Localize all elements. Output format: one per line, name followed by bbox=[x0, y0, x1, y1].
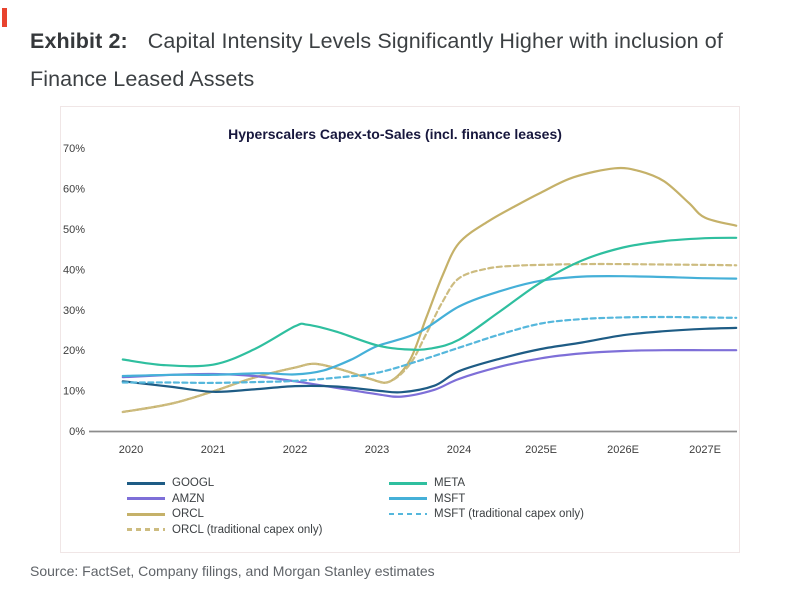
legend-line-swatch bbox=[127, 512, 165, 516]
exhibit-heading: Exhibit 2: Capital Intensity Levels Signi… bbox=[30, 22, 740, 98]
y-axis-tick-label: 50% bbox=[63, 224, 85, 236]
y-axis-tick-label: 0% bbox=[69, 426, 85, 438]
legend-item-amzn: AMZN bbox=[127, 493, 322, 505]
legend-label: AMZN bbox=[172, 492, 205, 505]
series-line-msft-dashed bbox=[121, 315, 738, 385]
legend-label: GOOGL bbox=[172, 477, 215, 489]
chart-card: Hyperscalers Capex-to-Sales (incl. finan… bbox=[60, 106, 740, 553]
legend-item-googl: GOOGL bbox=[127, 477, 322, 489]
x-axis-tick-label: 2021 bbox=[201, 444, 225, 456]
legend-label: ORCL (traditional capex only) bbox=[172, 523, 323, 536]
exhibit-title-text: Capital Intensity Levels Significantly H… bbox=[30, 29, 723, 91]
legend-label: MSFT bbox=[434, 492, 466, 505]
red-margin-tick bbox=[2, 8, 7, 27]
x-axis-tick-label: 2022 bbox=[283, 444, 307, 456]
legend-item-msft-dashed: MSFT (traditional capex only) bbox=[389, 508, 584, 520]
series-line-googl bbox=[121, 326, 738, 394]
y-axis-tick-label: 30% bbox=[63, 305, 85, 317]
legend-dashed-line-swatch bbox=[389, 512, 427, 516]
x-axis-tick-label: 2026E bbox=[607, 444, 639, 456]
chart-legend-right: META MSFT MSFT (traditional capex only) bbox=[389, 477, 584, 520]
legend-label: ORCL bbox=[172, 508, 204, 520]
series-line-amzn bbox=[121, 349, 738, 398]
x-axis-tick-label: 2024 bbox=[447, 444, 471, 456]
y-axis-tick-label: 70% bbox=[63, 143, 85, 155]
x-axis-tick-label: 2027E bbox=[689, 444, 721, 456]
source-note: Source: FactSet, Company filings, and Mo… bbox=[30, 563, 435, 579]
legend-item-orcl: ORCL bbox=[127, 508, 322, 520]
y-axis-tick-label: 10% bbox=[63, 386, 85, 398]
legend-line-swatch bbox=[127, 481, 165, 485]
x-axis-tick-label: 2020 bbox=[119, 444, 143, 456]
legend-line-swatch bbox=[127, 497, 165, 500]
legend-line-swatch bbox=[389, 481, 427, 485]
capex-line-chart: Hyperscalers Capex-to-Sales (incl. finan… bbox=[63, 126, 738, 456]
chart-title: Hyperscalers Capex-to-Sales (incl. finan… bbox=[228, 126, 562, 142]
exhibit-number: Exhibit 2: bbox=[30, 29, 128, 53]
y-axis-tick-label: 40% bbox=[63, 264, 85, 276]
series-line-orcl-dashed bbox=[121, 262, 738, 414]
series-line-msft bbox=[121, 274, 738, 378]
x-axis-tick-label: 2025E bbox=[525, 444, 557, 456]
legend-item-orcl-dashed: ORCL (traditional capex only) bbox=[127, 524, 322, 536]
legend-label: META bbox=[434, 477, 466, 489]
legend-item-meta: META bbox=[389, 477, 584, 489]
y-axis-tick-label: 60% bbox=[63, 184, 85, 196]
y-axis-tick-label: 20% bbox=[63, 345, 85, 357]
legend-line-swatch bbox=[389, 497, 427, 500]
legend-dashed-line-swatch bbox=[127, 528, 165, 531]
legend-label: MSFT (traditional capex only) bbox=[434, 508, 584, 520]
series-line-meta bbox=[121, 236, 738, 368]
legend-item-msft: MSFT bbox=[389, 493, 584, 505]
x-axis-tick-label: 2023 bbox=[365, 444, 389, 456]
chart-legend-left: GOOGL AMZN ORCL ORCL (traditional capex onl… bbox=[127, 477, 322, 536]
